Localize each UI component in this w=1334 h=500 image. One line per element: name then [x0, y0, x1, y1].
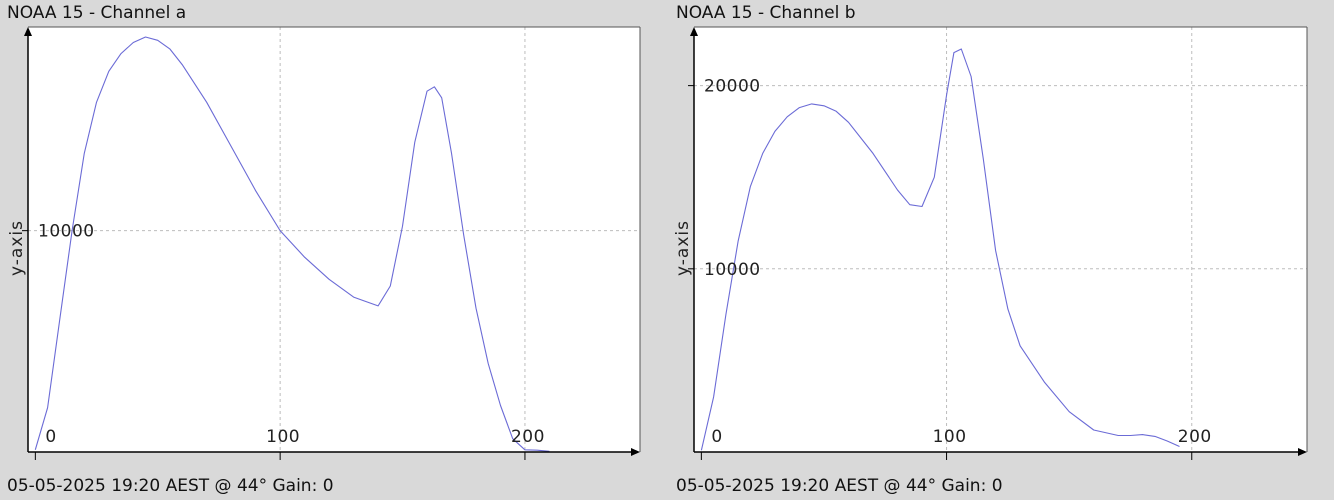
x-tick-label: 0 [45, 427, 56, 447]
chart-title: NOAA 15 - Channel a [7, 3, 187, 23]
x-tick-label: 200 [511, 427, 545, 447]
chart-panel-channel-b: NOAA 15 - Channel b 0 100 200 10000 20000 y-a… [667, 0, 1334, 500]
x-tick-label: 0 [711, 427, 722, 447]
y-tick-label: 20000 [704, 77, 761, 97]
y-axis-arrow [24, 27, 32, 36]
series-line [700, 48, 1180, 451]
x-tick-label: 200 [1178, 427, 1212, 447]
chart-plot-channel-b: 0 100 200 10000 20000 y-axis [673, 26, 1308, 460]
plot-background [28, 27, 640, 452]
x-tick-label: 100 [933, 427, 967, 447]
chart-panel-channel-a: NOAA 15 - Channel a 0 100 200 10000 y-axis 0… [0, 0, 660, 500]
y-axis-label: y-axis [673, 220, 693, 276]
y-tick-label: 10000 [704, 260, 761, 280]
plot-background [694, 27, 1307, 452]
chart-footer: 05-05-2025 19:20 AEST @ 44° Gain: 0 [7, 476, 334, 496]
x-axis-arrow [1298, 448, 1307, 456]
series-line [34, 36, 550, 452]
x-axis-arrow [631, 448, 640, 456]
y-axis-label: y-axis [7, 220, 27, 276]
x-tick-label: 100 [266, 427, 300, 447]
chart-footer: 05-05-2025 19:20 AEST @ 44° Gain: 0 [676, 476, 1003, 496]
y-axis-arrow [690, 27, 698, 36]
chart-title: NOAA 15 - Channel b [676, 3, 856, 23]
y-tick-label: 10000 [38, 222, 95, 242]
chart-plot-channel-a: 0 100 200 10000 y-axis [7, 26, 641, 460]
